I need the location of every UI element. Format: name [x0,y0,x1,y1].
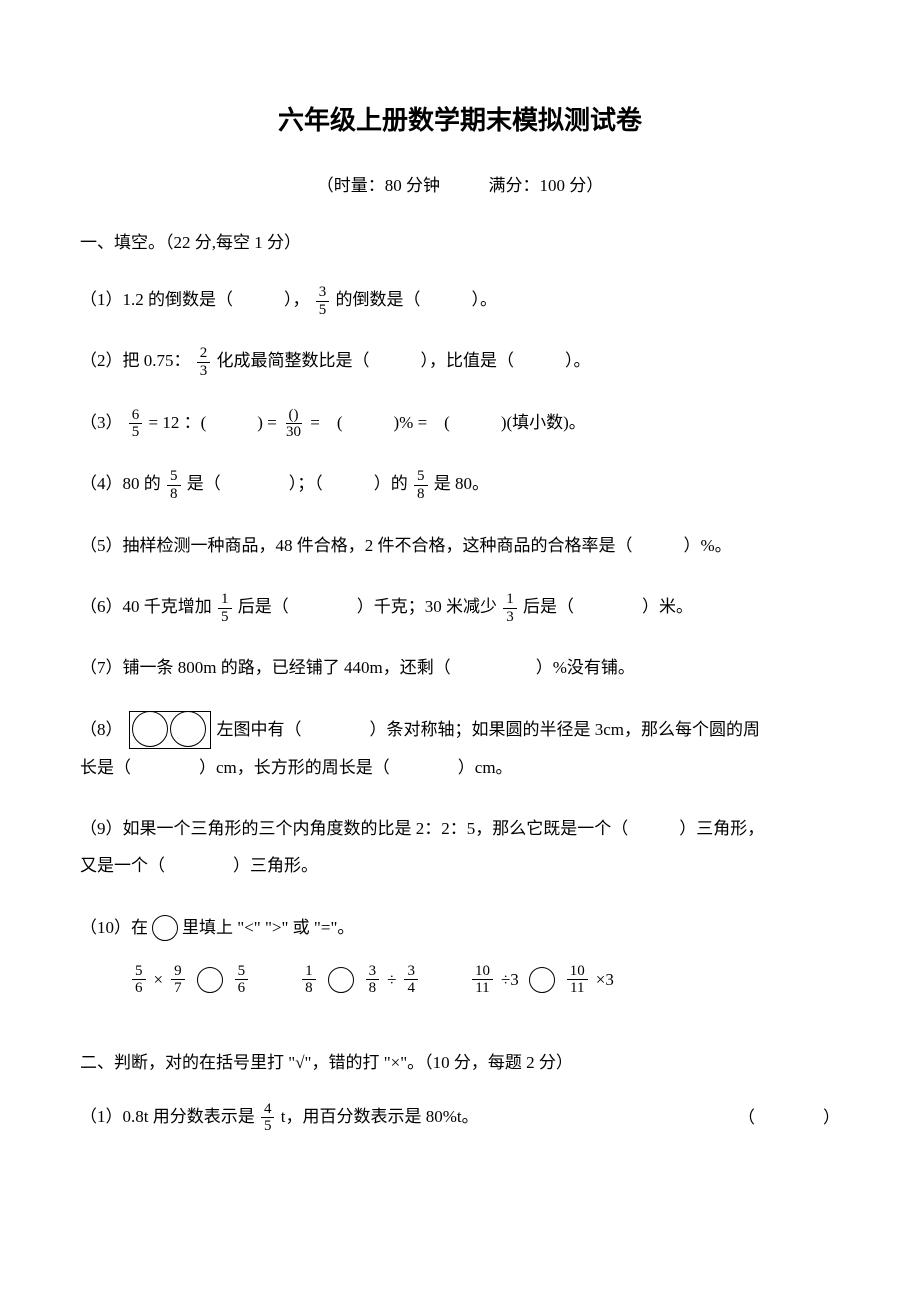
j1-text-a: （1）0.8t 用分数表示是 [80,1107,255,1126]
subtitle: （时量：80 分钟 满分：100 分） [80,172,840,199]
q3-text-a: （3） [80,413,123,432]
question-7: （7）铺一条 800m 的路，已经铺了 440m，还剩（ ）%没有铺。 [80,649,840,686]
page-title: 六年级上册数学期末模拟测试卷 [80,100,840,142]
q4-fraction-2: 5 8 [414,468,428,502]
question-10: （10）在 里填上 "<" ">" 或 "="。 56 × 97 56 18 3… [80,909,840,999]
q3-fraction-2: () 30 [283,407,304,441]
comparison-row: 56 × 97 56 18 38 ÷ 34 1011 ÷3 1011 ×3 [80,961,840,998]
time-label: （时量：80 分钟 [317,176,440,195]
j1-paren: （ ） [738,1104,840,1131]
q9-text-a: （9）如果一个三角形的三个内角度数的比是 2：2：5，那么它既是一个（ ）三角形… [80,810,840,847]
score-label: 满分：100 分） [489,176,604,195]
j1-fraction: 4 5 [261,1101,275,1135]
q4-text-c: 是 80。 [434,474,489,493]
compare-2: 18 38 ÷ 34 [300,961,420,998]
question-4: （4）80 的 5 8 是（ ）；（ ）的 5 8 是 80。 [80,465,840,502]
q6-text-c: 后是（ ）米。 [523,597,693,616]
question-8: （8） 左图中有（ ）条对称轴；如果圆的半径是 3cm，那么每个圆的周 长是（ … [80,711,840,786]
q6-fraction-2: 1 3 [503,591,517,625]
j1-text-b: t，用百分数表示是 80%t。 [281,1107,479,1126]
q3-text-b: = 12 ：( ) = [149,413,277,432]
q4-text-a: （4）80 的 [80,474,161,493]
q6-text-a: （6）40 千克增加 [80,597,212,616]
question-3: （3） 6 5 = 12 ：( ) = () 30 = ( )% = ( )(填… [80,404,840,441]
q3-text-c: = ( )% = ( )(填小数)。 [310,413,586,432]
rectangle-circles-diagram [129,711,211,749]
q6-fraction-1: 1 5 [218,591,232,625]
q6-text-b: 后是（ ）千克；30 米减少 [238,597,497,616]
section1-header: 一、填空。（22 分,每空 1 分） [80,229,840,256]
q9-text-b: 又是一个（ ）三角形。 [80,847,840,884]
section2-header: 二、判断，对的在括号里打 "√"，错的打 "×"。（10 分，每题 2 分） [80,1049,840,1076]
q4-text-b: 是（ ）；（ ）的 [187,474,408,493]
circle-blank-icon [197,967,223,993]
q1-text-b: 的倒数是（ ）。 [336,290,498,309]
q8-text-b: 左图中有（ ）条对称轴；如果圆的半径是 3cm，那么每个圆的周 [217,711,761,748]
compare-1: 56 × 97 56 [130,961,250,998]
q10-text-b: 里填上 "<" ">" 或 "="。 [182,909,354,946]
q2-text-a: （2）把 0.75： [80,351,191,370]
question-1: （1）1.2 的倒数是（ ）， 3 5 的倒数是（ ）。 [80,281,840,318]
judge-question-1: （1）0.8t 用分数表示是 4 5 t，用百分数表示是 80%t。 （ ） [80,1101,840,1135]
q3-fraction-1: 6 5 [129,407,143,441]
q4-fraction-1: 5 8 [167,468,181,502]
q2-text-b: 化成最简整数比是（ ），比值是（ ）。 [217,351,591,370]
question-6: （6）40 千克增加 1 5 后是（ ）千克；30 米减少 1 3 后是（ ）米… [80,588,840,625]
circle-blank-icon [152,915,178,941]
q10-text-a: （10）在 [80,909,148,946]
q8-text-c: 长是（ ）cm，长方形的周长是（ ）cm。 [80,749,840,786]
question-9: （9）如果一个三角形的三个内角度数的比是 2：2：5，那么它既是一个（ ）三角形… [80,810,840,885]
q1-fraction: 3 5 [316,284,330,318]
circle-blank-icon [529,967,555,993]
question-5: （5）抽样检测一种商品，48 件合格，2 件不合格，这种商品的合格率是（ ）%。 [80,527,840,564]
compare-3: 1011 ÷3 1011 ×3 [470,961,614,998]
q8-text-a: （8） [80,711,123,748]
circle-blank-icon [328,967,354,993]
q1-text-a: （1）1.2 的倒数是（ ）， [80,290,310,309]
question-2: （2）把 0.75： 2 3 化成最简整数比是（ ），比值是（ ）。 [80,342,840,379]
q2-fraction: 2 3 [197,345,211,379]
